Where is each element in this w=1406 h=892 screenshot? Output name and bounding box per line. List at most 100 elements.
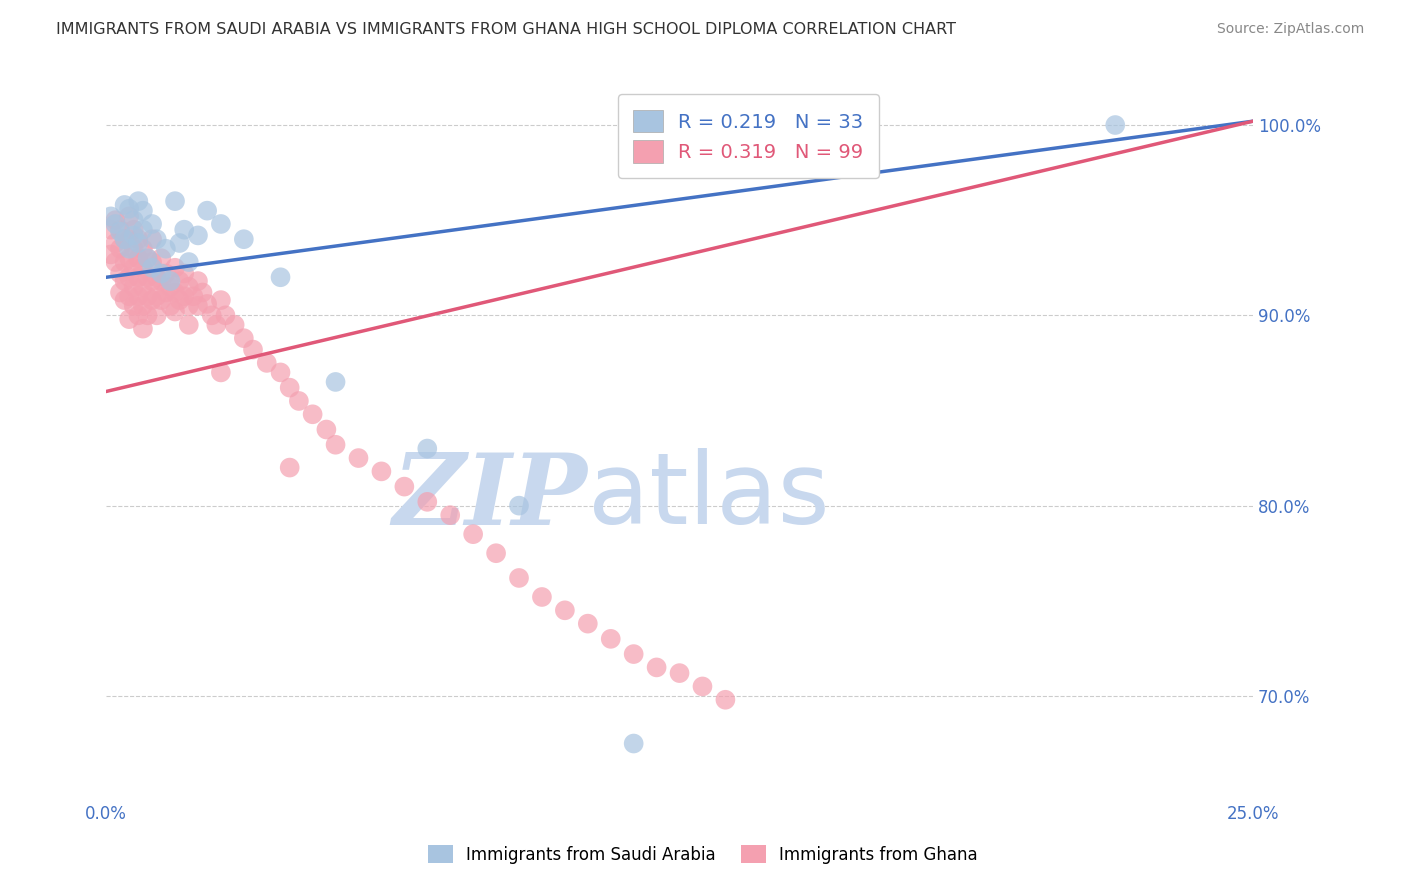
Point bbox=[118, 232, 141, 246]
Point bbox=[122, 260, 145, 275]
Point bbox=[150, 267, 173, 281]
Point bbox=[209, 293, 232, 307]
Point bbox=[122, 299, 145, 313]
Point bbox=[136, 252, 159, 266]
Point bbox=[150, 293, 173, 307]
Point bbox=[118, 252, 141, 266]
Point bbox=[187, 228, 209, 243]
Point bbox=[177, 255, 200, 269]
Point bbox=[141, 232, 163, 246]
Point bbox=[118, 312, 141, 326]
Point bbox=[141, 274, 163, 288]
Point bbox=[100, 222, 122, 236]
Point bbox=[315, 423, 337, 437]
Point bbox=[141, 293, 163, 307]
Point bbox=[127, 235, 149, 250]
Point bbox=[118, 242, 141, 256]
Point bbox=[645, 660, 668, 674]
Point bbox=[104, 217, 127, 231]
Point bbox=[127, 194, 149, 208]
Point bbox=[370, 464, 392, 478]
Point bbox=[145, 232, 167, 246]
Text: Source: ZipAtlas.com: Source: ZipAtlas.com bbox=[1216, 22, 1364, 37]
Point bbox=[209, 366, 232, 380]
Point bbox=[191, 285, 214, 300]
Point bbox=[104, 255, 127, 269]
Point bbox=[108, 222, 131, 236]
Point bbox=[205, 318, 228, 332]
Point bbox=[114, 198, 136, 212]
Point bbox=[132, 203, 155, 218]
Point bbox=[187, 274, 209, 288]
Point bbox=[714, 692, 737, 706]
Point bbox=[132, 222, 155, 236]
Point bbox=[599, 632, 621, 646]
Point bbox=[278, 460, 301, 475]
Point bbox=[136, 309, 159, 323]
Point bbox=[145, 289, 167, 303]
Point bbox=[169, 235, 191, 250]
Point bbox=[508, 499, 530, 513]
Point bbox=[347, 451, 370, 466]
Point bbox=[576, 616, 599, 631]
Point bbox=[278, 381, 301, 395]
Point bbox=[173, 289, 195, 303]
Point bbox=[108, 267, 131, 281]
Point bbox=[108, 225, 131, 239]
Point bbox=[108, 285, 131, 300]
Point bbox=[163, 194, 186, 208]
Point bbox=[114, 232, 136, 246]
Point bbox=[485, 546, 508, 560]
Point bbox=[301, 407, 323, 421]
Point bbox=[100, 210, 122, 224]
Point bbox=[214, 309, 236, 323]
Point bbox=[136, 252, 159, 266]
Point bbox=[270, 366, 292, 380]
Point bbox=[141, 255, 163, 269]
Point bbox=[325, 438, 347, 452]
Point bbox=[159, 280, 181, 294]
Point bbox=[416, 442, 439, 456]
Point bbox=[114, 274, 136, 288]
Point bbox=[173, 267, 195, 281]
Point bbox=[623, 647, 645, 661]
Point bbox=[145, 270, 167, 285]
Point bbox=[100, 247, 122, 261]
Point bbox=[122, 280, 145, 294]
Point bbox=[416, 495, 439, 509]
Point bbox=[692, 680, 714, 694]
Point bbox=[163, 285, 186, 300]
Point bbox=[132, 280, 155, 294]
Point bbox=[183, 289, 205, 303]
Point bbox=[195, 297, 218, 311]
Point bbox=[122, 242, 145, 256]
Point bbox=[114, 293, 136, 307]
Point bbox=[155, 267, 177, 281]
Point bbox=[118, 202, 141, 216]
Point bbox=[463, 527, 485, 541]
Point bbox=[439, 508, 461, 523]
Point bbox=[132, 260, 155, 275]
Point bbox=[201, 309, 224, 323]
Point bbox=[173, 222, 195, 236]
Point bbox=[127, 289, 149, 303]
Point bbox=[122, 213, 145, 227]
Point bbox=[270, 270, 292, 285]
Point bbox=[177, 280, 200, 294]
Point bbox=[136, 270, 159, 285]
Legend: R = 0.219   N = 33, R = 0.319   N = 99: R = 0.219 N = 33, R = 0.319 N = 99 bbox=[617, 95, 879, 178]
Point bbox=[118, 289, 141, 303]
Point bbox=[195, 203, 218, 218]
Point bbox=[132, 299, 155, 313]
Point bbox=[1104, 118, 1126, 132]
Point bbox=[623, 737, 645, 751]
Point bbox=[169, 274, 191, 288]
Point bbox=[122, 228, 145, 243]
Point bbox=[394, 480, 416, 494]
Point bbox=[232, 232, 254, 246]
Text: ZIP: ZIP bbox=[392, 449, 588, 545]
Point bbox=[108, 242, 131, 256]
Point bbox=[159, 274, 181, 288]
Point bbox=[288, 394, 311, 409]
Point bbox=[132, 321, 155, 335]
